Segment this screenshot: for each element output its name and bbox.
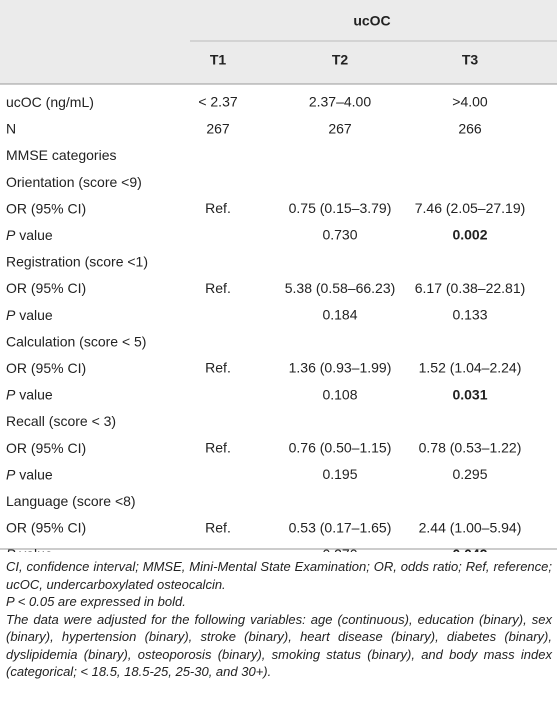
cell: Ref.	[205, 519, 231, 535]
row-label-text: Language (score <8)	[6, 493, 136, 509]
cell: 0.53 (0.17–1.65)	[289, 519, 392, 535]
cell: Ref.	[205, 440, 231, 456]
row-label: OR (95% CI)	[6, 200, 86, 216]
row-label-text: value	[19, 546, 53, 552]
row-label: Calculation (score < 5)	[6, 333, 146, 349]
cell: 2.44 (1.00–5.94)	[419, 519, 522, 535]
cell: < 2.37	[198, 94, 238, 110]
cell: Ref.	[205, 360, 231, 376]
cell: 0.270	[322, 546, 357, 552]
row-label: MMSE categories	[6, 147, 116, 163]
row-label: OR (95% CI)	[6, 519, 86, 535]
row-label: Language (score <8)	[6, 493, 136, 509]
row-label: Registration (score <1)	[6, 253, 148, 269]
table: ucOC T1 T2 T3 ucOC (ng/mL) < 2.37 2.37–4.00 >4…	[0, 0, 557, 552]
row-label: OR (95% CI)	[6, 280, 86, 296]
cell: 267	[206, 120, 230, 136]
cell: 267	[328, 120, 352, 136]
row-label: Orientation (score <9)	[6, 174, 142, 190]
group-header: ucOC	[353, 13, 390, 29]
row-label: P value	[6, 466, 53, 482]
row-label-italic: P	[6, 227, 16, 243]
cell: Ref.	[205, 200, 231, 216]
cell: 0.78 (0.53–1.22)	[419, 440, 522, 456]
cell: 5.38 (0.58–66.23)	[285, 280, 396, 296]
row-label-italic: P	[6, 386, 16, 402]
header-background	[0, 0, 557, 84]
row-label: N	[6, 120, 16, 136]
cell: 0.295	[452, 466, 487, 482]
cell: Ref.	[205, 280, 231, 296]
row-label-text: OR (95% CI)	[6, 280, 86, 296]
cell: 0.108	[322, 386, 357, 402]
row-label: P value	[6, 386, 53, 402]
column-header: T3	[462, 52, 479, 68]
row-label-text: Orientation (score <9)	[6, 174, 142, 190]
column-header: T2	[332, 52, 349, 68]
row-label-text: value	[19, 386, 53, 402]
footnote: P < 0.05 are expressed in bold.	[6, 594, 186, 609]
cell: 0.184	[322, 307, 357, 323]
cell: 1.36 (0.93–1.99)	[289, 360, 392, 376]
row-label: ucOC (ng/mL)	[6, 94, 94, 110]
row-label-italic: P	[6, 546, 16, 552]
row-label: Recall (score < 3)	[6, 413, 116, 429]
row-label-text: OR (95% CI)	[6, 519, 86, 535]
row-label-text: ucOC (ng/mL)	[6, 94, 94, 110]
cell: 266	[458, 120, 482, 136]
row-label-text: OR (95% CI)	[6, 200, 86, 216]
footnote: The data were adjusted for the following…	[6, 611, 552, 680]
row-label-text: value	[19, 466, 53, 482]
row-label: P value	[6, 546, 53, 552]
cell: 0.730	[322, 227, 357, 243]
column-header: T1	[210, 52, 227, 68]
row-label-text: value	[19, 307, 53, 323]
cell: 7.46 (2.05–27.19)	[415, 200, 526, 216]
row-label-text: Recall (score < 3)	[6, 413, 116, 429]
cell: 2.37–4.00	[309, 94, 371, 110]
cell: >4.00	[452, 94, 488, 110]
row-label-text: OR (95% CI)	[6, 360, 86, 376]
row-label-text: value	[19, 227, 53, 243]
cell: 0.75 (0.15–3.79)	[289, 200, 392, 216]
cell: 0.133	[452, 307, 487, 323]
cell: 0.195	[322, 466, 357, 482]
row-label-text: N	[6, 120, 16, 136]
cell: 0.031	[452, 386, 487, 402]
cell: 0.002	[452, 227, 487, 243]
cell: 0.76 (0.50–1.15)	[289, 440, 392, 456]
row-label-italic: P	[6, 307, 16, 323]
row-label-text: OR (95% CI)	[6, 440, 86, 456]
row-label-text: MMSE categories	[6, 147, 116, 163]
row-label: OR (95% CI)	[6, 360, 86, 376]
row-label: OR (95% CI)	[6, 440, 86, 456]
row-label-text: Calculation (score < 5)	[6, 333, 146, 349]
row-label: P value	[6, 307, 53, 323]
footnote: CI, confidence interval; MMSE, Mini-Ment…	[6, 559, 552, 592]
row-label: P value	[6, 227, 53, 243]
row-label-text: Registration (score <1)	[6, 253, 148, 269]
cell: 1.52 (1.04–2.24)	[419, 360, 522, 376]
footnotes: CI, confidence interval; MMSE, Mini-Ment…	[6, 558, 552, 681]
cell: 6.17 (0.38–22.81)	[415, 280, 526, 296]
cell: 0.049	[452, 546, 487, 552]
row-label-italic: P	[6, 466, 16, 482]
